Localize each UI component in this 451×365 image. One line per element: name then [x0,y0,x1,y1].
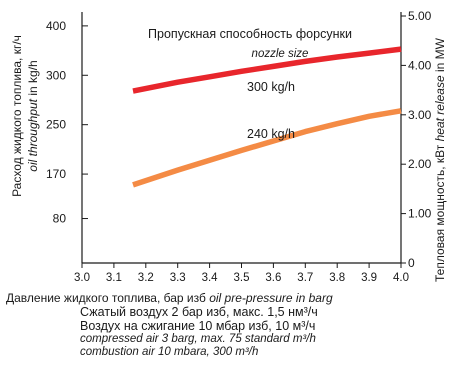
right-y-title-en-unit: in MW [433,37,447,72]
series-label-240: 240 kg/h [247,127,295,141]
right-tick-label: 0 [408,256,415,270]
right-tick-label: 4.00 [408,58,432,72]
series-layer [132,46,402,188]
x-tick-label: 3.5 [234,272,250,284]
left-y-title-en-italic: oil throughput [26,98,40,171]
series-label-300: 300 kg/h [247,80,295,94]
right-tick-label: 1.00 [408,207,432,221]
left-y-title-ru: Расход жидкого топлива, кг/ч [10,35,24,197]
series-line-300kgh [132,46,402,94]
left-y-ticks: 80 170 250 300 400 [46,19,88,226]
left-tick-label: 250 [46,118,66,132]
note-combustion-air-ru: Воздух на сжигание 10 мбар изб, 10 м³/ч [80,319,316,333]
x-tick-label: 3.7 [297,272,313,284]
left-tick-label: 170 [46,167,66,181]
x-tick-label: 3.8 [329,272,345,284]
x-tick-label: 3.2 [138,272,154,284]
left-y-title-en-unit-text: in kg/h [26,60,40,95]
chart-subtitle: nozzle size [252,48,309,60]
right-tick-label: 2.00 [408,157,432,171]
x-ticks: 3.0 3.1 3.2 3.3 3.4 3.5 3.6 3.7 3.8 3.9 4.0 [74,263,409,284]
x-axis-title-ru: Давление жидкого топлива, бар изб [6,291,206,305]
left-tick-label: 80 [53,212,67,226]
right-y-title: Тепловая мощность, кВт heat release in M… [433,37,447,282]
right-tick-label: 3.00 [408,108,432,122]
x-tick-label: 4.0 [393,272,409,284]
left-tick-label: 300 [46,68,66,82]
x-tick-label: 3.4 [202,272,219,284]
x-tick-label: 3.9 [361,272,377,284]
operating-notes: Сжатый воздух 2 бар изб, макс. 1,5 нм³/ч… [80,305,440,359]
note-combustion-air-en: combustion air 10 mbara, 300 m³/h [80,346,259,358]
x-tick-label: 3.3 [170,272,186,284]
note-compressed-air-ru: Сжатый воздух 2 бар изб, макс. 1,5 нм³/ч [80,305,318,319]
left-y-title-en: oil throughput in kg/h [26,60,40,171]
right-y-title-ru: Тепловая мощность, кВт [433,144,447,282]
series-line-240kgh [132,108,402,188]
x-tick-label: 3.1 [106,272,122,284]
x-tick-label: 3.6 [265,272,281,284]
right-y-title-en-italic: heat release [433,75,447,141]
chart-title: Пропускная способность форсунки [148,27,352,41]
note-compressed-air-en: compressed air 3 barg, max. 75 standard … [80,333,316,345]
x-tick-label: 3.0 [74,272,90,284]
x-axis-title: Давление жидкого топлива, бар изб oil pr… [6,291,333,305]
right-tick-label: 5.00 [408,9,432,23]
left-tick-label: 400 [46,19,66,33]
x-axis-title-en: oil pre-pressure in barg [209,291,333,305]
right-y-ticks: 0 1.00 2.00 3.00 4.00 5.00 [401,9,432,270]
